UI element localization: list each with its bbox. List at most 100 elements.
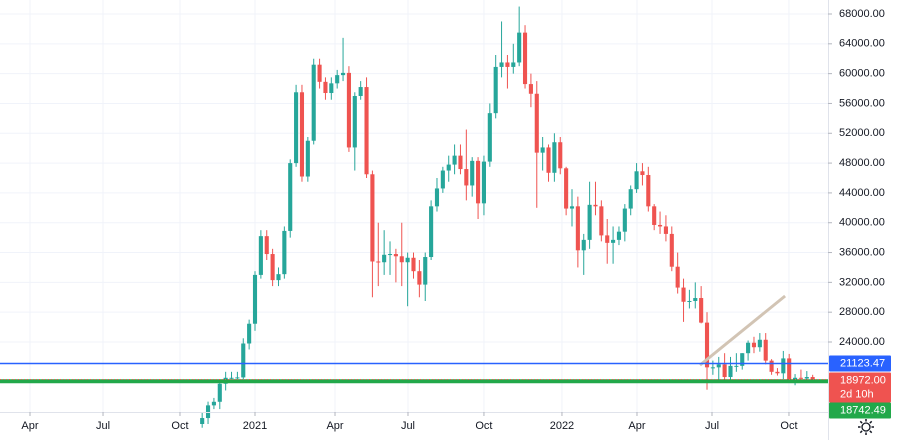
candle-body (540, 147, 545, 153)
candle-body (241, 343, 246, 378)
y-tick-label: 56000.00 (839, 97, 885, 109)
candle-body (798, 377, 803, 379)
x-tick-label: 2022 (550, 420, 574, 432)
candle-body (663, 226, 668, 234)
candle-body (640, 171, 645, 176)
candle-body (781, 358, 786, 374)
candle-body (341, 72, 346, 76)
candle-body (511, 62, 516, 67)
candle-body (740, 353, 745, 366)
candle-body (546, 147, 551, 173)
candle-body (434, 188, 440, 207)
price-line-tag (829, 402, 891, 419)
grid (0, 0, 828, 412)
candle-body (399, 256, 404, 263)
candle-body (364, 87, 369, 175)
y-tick-label: 64000.00 (839, 38, 885, 50)
candle-body (458, 155, 463, 170)
settings-button[interactable] (858, 419, 874, 435)
candle-body (699, 298, 704, 323)
y-tick-label: 32000.00 (839, 276, 885, 288)
candle-body (810, 377, 815, 380)
candle-body (616, 231, 622, 240)
candle-body (593, 204, 598, 207)
candle-body (288, 163, 293, 231)
candle-body (352, 96, 357, 148)
candle-body (464, 169, 469, 186)
candle-body (317, 64, 322, 82)
candle-body (217, 383, 222, 402)
countdown-label: 2d 10h (840, 388, 874, 400)
candle-body (587, 204, 592, 240)
y-tick-label: 60000.00 (839, 68, 885, 80)
candle-body (423, 257, 428, 285)
candle-body (611, 239, 616, 243)
last-price-tag (829, 372, 891, 403)
trend-line (699, 294, 787, 367)
y-tick-label: 52000.00 (839, 127, 885, 139)
candle-body (564, 168, 569, 209)
y-tick-label: 68000.00 (839, 8, 885, 20)
settings-icon (858, 419, 874, 435)
candle-body (335, 75, 340, 84)
price-line-tag (829, 355, 891, 372)
candle-body (252, 274, 258, 324)
x-tick-label: 2021 (243, 420, 267, 432)
candle-body (411, 257, 416, 272)
candle-body (370, 174, 375, 262)
candle-body (558, 142, 563, 169)
x-tick-label: Oct (475, 420, 492, 432)
candle-body (581, 239, 586, 251)
candle-body (763, 339, 768, 361)
candle-body (393, 254, 398, 257)
candle-body (329, 83, 334, 94)
y-tick-label: 24000.00 (839, 336, 885, 348)
candle-body (569, 206, 575, 209)
candle-body (757, 339, 762, 348)
candle-body (746, 342, 751, 354)
x-tick-label: Apr (21, 420, 38, 432)
candle-body (258, 236, 263, 275)
candle-body (669, 233, 674, 267)
candle-body (382, 254, 387, 263)
y-tick-label: 44000.00 (839, 187, 885, 199)
candle-body (311, 64, 316, 141)
y-tick-label: 28000.00 (839, 306, 885, 318)
candle-body (470, 160, 475, 186)
candle-body (552, 142, 557, 173)
x-tick-label: Jul (96, 420, 110, 432)
candle-body (675, 266, 680, 288)
candle-body (405, 257, 410, 263)
candle-body (517, 32, 522, 63)
candle-body (264, 236, 269, 255)
candle-body (452, 155, 457, 165)
x-tick-label: Oct (171, 420, 188, 432)
x-tick-label: Jul (705, 420, 719, 432)
candle-body (487, 113, 492, 162)
candle-body (728, 365, 733, 378)
candle-body (769, 360, 774, 372)
candle-body (211, 401, 216, 406)
candle-body (751, 342, 757, 348)
settings-icon (861, 422, 871, 432)
plot-area (0, 6, 828, 428)
candle-body (446, 164, 451, 171)
candle-body (346, 72, 351, 148)
candle-body (476, 160, 481, 204)
candle-body (323, 81, 328, 94)
candle-body (440, 170, 445, 189)
candle-body (575, 206, 580, 251)
candle-body (505, 62, 510, 67)
candle-body (716, 364, 721, 368)
candle-body (205, 405, 211, 419)
x-tick-label: Oct (780, 420, 797, 432)
candle-body (775, 371, 780, 374)
y-tick-label: 40000.00 (839, 217, 885, 229)
candle-body (622, 208, 627, 232)
candle-body (605, 235, 610, 243)
candle-body (235, 377, 240, 379)
candle-body (652, 206, 657, 225)
